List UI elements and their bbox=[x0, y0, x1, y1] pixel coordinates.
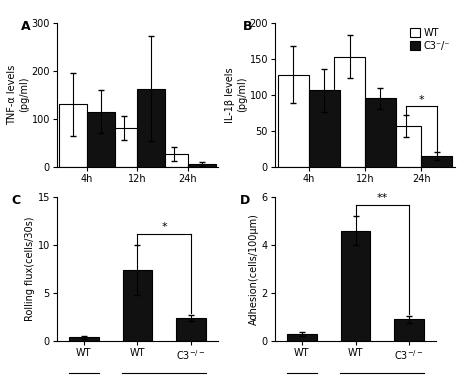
Text: **: ** bbox=[377, 193, 388, 203]
Bar bbox=[123, 270, 152, 341]
Bar bbox=[137, 89, 165, 167]
Bar bbox=[160, 154, 188, 167]
Bar bbox=[309, 91, 340, 167]
Text: B: B bbox=[243, 20, 252, 33]
Bar bbox=[188, 164, 216, 167]
Bar bbox=[421, 156, 452, 167]
Bar bbox=[341, 231, 370, 341]
Bar bbox=[69, 337, 99, 341]
Y-axis label: Rolling flux(cells/30s): Rolling flux(cells/30s) bbox=[25, 217, 35, 321]
Bar bbox=[365, 98, 396, 167]
Text: D: D bbox=[239, 194, 250, 207]
Legend: WT, C3⁻/⁻: WT, C3⁻/⁻ bbox=[410, 28, 450, 50]
Y-axis label: Adhesion(cells/100μm): Adhesion(cells/100μm) bbox=[249, 213, 259, 325]
Y-axis label: IL-1β levels
(pg/ml): IL-1β levels (pg/ml) bbox=[225, 67, 246, 122]
Bar bbox=[87, 111, 115, 167]
Bar bbox=[278, 75, 309, 167]
Bar bbox=[59, 104, 87, 167]
Text: A: A bbox=[21, 20, 31, 33]
Text: C: C bbox=[12, 194, 21, 207]
Bar bbox=[287, 334, 317, 341]
Bar bbox=[394, 319, 424, 341]
Text: *: * bbox=[162, 222, 167, 232]
Bar bbox=[334, 56, 365, 167]
Text: *: * bbox=[419, 95, 424, 105]
Bar bbox=[110, 128, 137, 167]
Bar bbox=[176, 318, 206, 341]
Y-axis label: TNF-α levels
(pg/ml): TNF-α levels (pg/ml) bbox=[7, 65, 28, 125]
Bar bbox=[390, 126, 421, 167]
